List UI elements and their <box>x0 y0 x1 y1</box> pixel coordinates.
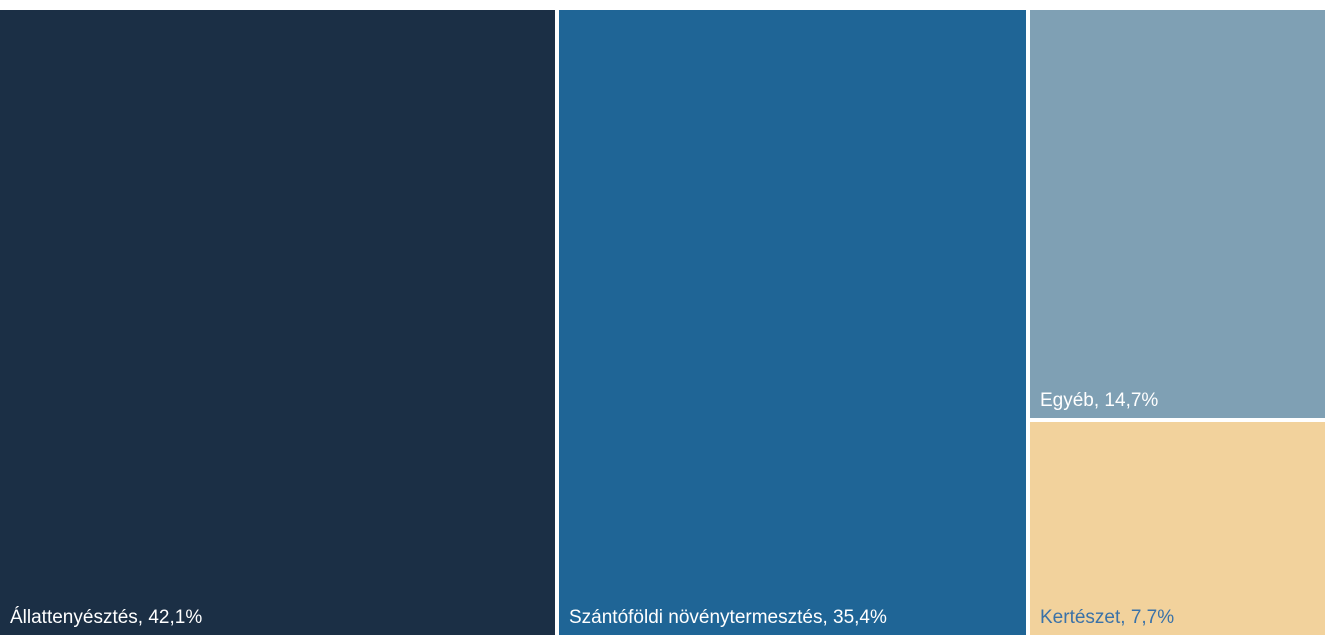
treemap-tile-4: Kertészet, 7,7% <box>1030 422 1325 635</box>
treemap-tile-3: Egyéb, 14,7% <box>1030 10 1325 418</box>
treemap-tile-1: Állattenyésztés, 42,1% <box>0 10 555 635</box>
treemap-tile-label: Egyéb, 14,7% <box>1040 390 1159 411</box>
treemap-tile-label: Szántóföldi növénytermesztés, 35,4% <box>569 607 887 628</box>
treemap-tile-2: Szántóföldi növénytermesztés, 35,4% <box>559 10 1026 635</box>
treemap-tile-label: Állattenyésztés, 42,1% <box>10 607 203 628</box>
treemap-tile-label: Kertészet, 7,7% <box>1040 607 1175 628</box>
